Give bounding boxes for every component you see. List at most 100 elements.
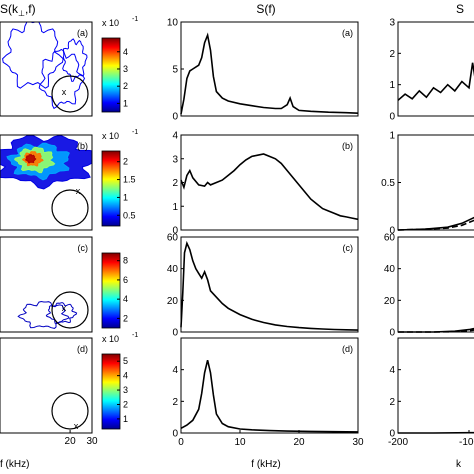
colorbar-tick-label: 2	[123, 157, 128, 167]
x-tick-label: 0	[178, 437, 184, 448]
wall-circle	[51, 392, 89, 430]
y-tick-label: 20	[167, 296, 179, 307]
plot-frame	[180, 337, 359, 434]
y-tick-label: 1	[172, 202, 178, 213]
y-tick-label: 2	[172, 397, 178, 408]
contour-line	[45, 302, 78, 325]
colorbar-exponent: x 10	[102, 334, 119, 344]
probe-marker: x	[62, 303, 67, 313]
heatmap-panel: (a) x 1 2 3 4 x 10 -1	[0, 16, 138, 117]
colorbar-tick-label: 4	[123, 294, 128, 304]
probe-marker: x	[62, 87, 67, 97]
contour-line	[25, 154, 37, 164]
contour-line	[38, 48, 86, 110]
y-tick-label: 40	[167, 264, 179, 275]
colorbar-tick-label: 0.5	[123, 210, 136, 220]
series-line	[180, 32, 359, 115]
line-panel: 0 5 10 (a)	[167, 18, 359, 123]
y-tick-label: 0	[172, 328, 178, 339]
y-tick-label: 0	[389, 112, 395, 123]
wall-circle	[51, 291, 89, 329]
y-tick-label: 0.5	[381, 178, 395, 189]
line-panel: 00.51	[381, 131, 474, 237]
y-tick-label: 40	[384, 264, 396, 275]
panel-label: (a)	[77, 28, 88, 38]
colorbar-tick-label: 2	[123, 399, 128, 409]
plot-frame	[0, 236, 93, 333]
plot-frame	[397, 21, 474, 117]
colorbar-tick-label: 1.5	[123, 175, 136, 185]
plot-frame	[397, 134, 474, 231]
colorbar-tick-label: 1	[123, 414, 128, 424]
x-tick-label: 20	[65, 436, 77, 447]
y-tick-label: 0	[389, 429, 395, 440]
panel-label: (a)	[342, 28, 353, 38]
x-tick-label: -100	[459, 437, 474, 448]
colorbar	[101, 252, 121, 329]
colorbar-exponent: x 10	[102, 18, 119, 28]
colorbar-exponent-power: -1	[132, 16, 138, 23]
series-line	[180, 360, 359, 433]
wall-circle	[51, 75, 89, 113]
colorbar-tick-label: 2	[123, 313, 128, 323]
series-line	[180, 240, 359, 331]
y-tick-label: 2	[389, 49, 395, 60]
colorbar-tick-label: 4	[123, 371, 128, 381]
colorbar-tick-label: 1	[123, 98, 128, 108]
contour-layer	[2, 22, 88, 110]
y-tick-label: 2	[172, 178, 178, 189]
panel-label: (b)	[77, 141, 88, 151]
right-x-axis-label: k	[456, 459, 462, 470]
series-line	[180, 153, 359, 221]
heatmap-panel: (c) x 2 4 6 8	[0, 236, 128, 333]
x-tick-label: 10	[234, 437, 246, 448]
plot-frame	[180, 236, 359, 333]
colorbar-exponent: x 10	[102, 131, 119, 141]
series-line	[398, 431, 474, 434]
plot-frame	[0, 134, 93, 231]
probe-marker: x	[76, 186, 81, 196]
plot-frame	[180, 21, 359, 117]
y-tick-label: 4	[172, 365, 178, 376]
colorbar	[101, 353, 121, 430]
line-panel: 0 1 2 3	[389, 18, 474, 123]
series-line	[397, 62, 474, 101]
colorbar-tick-label: 4	[123, 47, 128, 57]
contour-line	[2, 22, 64, 89]
middle-x-axis-label: f (kHz)	[251, 459, 280, 470]
right-column-title: S	[456, 2, 464, 16]
plot-frame	[180, 134, 359, 231]
contour-layer	[0, 135, 92, 190]
panel-label: (b)	[342, 141, 353, 151]
colorbar-tick-label: 3	[123, 64, 128, 74]
colorbar	[101, 150, 121, 227]
y-tick-label: 10	[167, 18, 179, 29]
series-line	[397, 216, 474, 231]
line-panel: 024-200-1000	[388, 337, 474, 448]
y-tick-label: 3	[389, 18, 395, 29]
colorbar-exponent-power: -1	[132, 332, 138, 339]
left-x-axis-label: f (kHz)	[0, 459, 29, 470]
y-tick-label: 3	[172, 154, 178, 165]
left-column-panels: (a) x 1 2 3 4 x 10 -1 (b) x 0.5 1 1.5 2 x 10 -1 (c) x 2 4 6 8…	[0, 16, 138, 447]
x-tick-label: -200	[388, 437, 408, 448]
colorbar-tick-label: 6	[123, 275, 128, 285]
colorbar-tick-label: 8	[123, 256, 128, 266]
y-tick-label: 2	[389, 397, 395, 408]
y-tick-label: 4	[172, 131, 178, 142]
panel-label: (c)	[78, 243, 89, 253]
contour-layer	[17, 300, 78, 329]
y-tick-label: 0	[172, 112, 178, 123]
y-tick-label: 20	[384, 296, 396, 307]
y-tick-label: 60	[167, 233, 179, 244]
colorbar-exponent-power: -1	[132, 129, 138, 136]
colorbar-tick-label: 1	[123, 192, 128, 202]
colorbar-tick-label: 2	[123, 81, 128, 91]
line-panel: 0 20 40 60	[384, 233, 474, 339]
x-tick-label: 30	[352, 437, 364, 448]
plot-frame	[0, 21, 93, 117]
colorbar-tick-label: 3	[123, 385, 128, 395]
